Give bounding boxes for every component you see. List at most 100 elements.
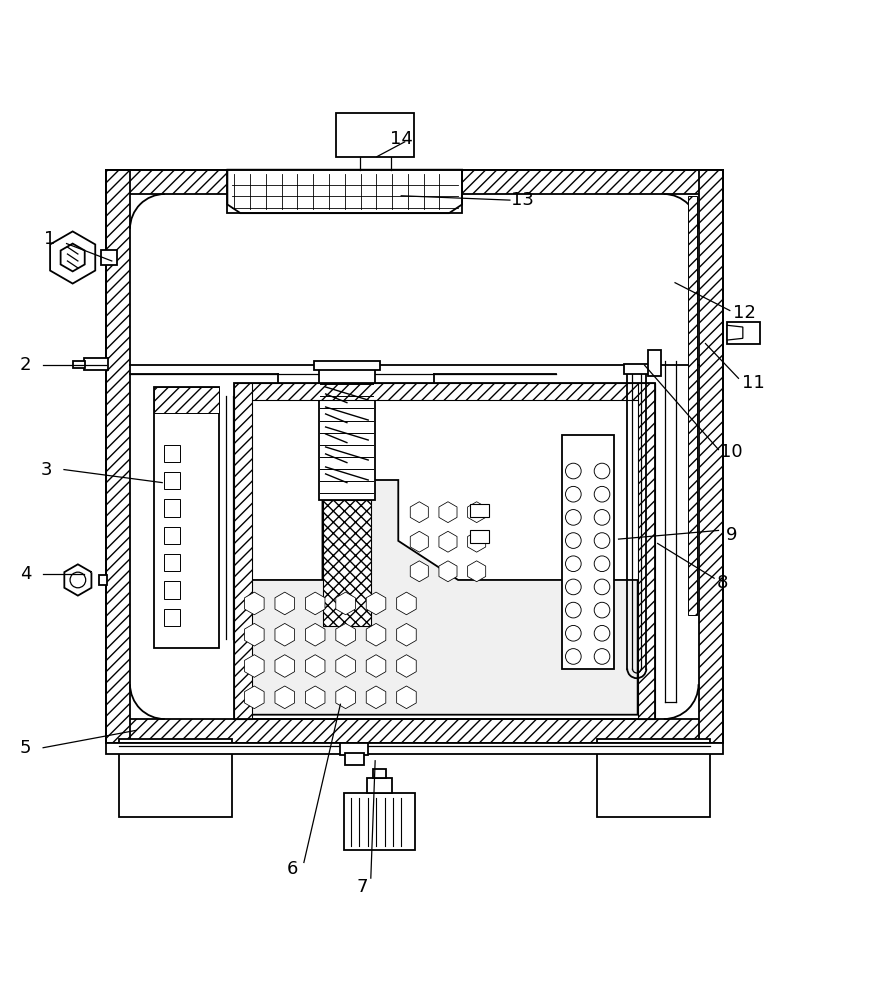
Polygon shape: [336, 623, 356, 646]
Polygon shape: [50, 231, 95, 284]
Text: 1: 1: [44, 230, 55, 248]
Bar: [164, 499, 180, 517]
Polygon shape: [410, 531, 428, 552]
Circle shape: [594, 556, 610, 572]
Bar: [336, 113, 414, 157]
Bar: [623, 364, 650, 374]
Polygon shape: [467, 502, 486, 523]
Polygon shape: [397, 623, 416, 646]
Circle shape: [594, 579, 610, 595]
Text: 13: 13: [512, 191, 535, 209]
Bar: [596, 739, 710, 817]
Bar: [235, 383, 252, 719]
Circle shape: [566, 486, 581, 502]
Polygon shape: [228, 170, 462, 213]
Circle shape: [566, 649, 581, 664]
Bar: [344, 793, 415, 850]
Polygon shape: [366, 655, 385, 677]
Bar: [72, 361, 85, 368]
Polygon shape: [275, 655, 295, 677]
Polygon shape: [366, 686, 385, 709]
Bar: [235, 383, 655, 719]
Polygon shape: [305, 655, 325, 677]
Bar: [688, 196, 697, 615]
Circle shape: [70, 572, 85, 588]
Polygon shape: [61, 244, 85, 271]
Polygon shape: [239, 480, 637, 715]
Polygon shape: [366, 623, 385, 646]
Polygon shape: [275, 686, 295, 709]
Bar: [164, 445, 180, 462]
Polygon shape: [410, 502, 428, 523]
Circle shape: [594, 463, 610, 479]
Polygon shape: [439, 531, 457, 552]
Polygon shape: [305, 623, 325, 646]
Polygon shape: [336, 592, 356, 615]
Polygon shape: [305, 592, 325, 615]
Bar: [106, 170, 130, 743]
Polygon shape: [410, 561, 428, 582]
Bar: [164, 554, 180, 571]
Bar: [344, 753, 364, 765]
Bar: [340, 743, 368, 755]
Polygon shape: [65, 564, 92, 596]
Polygon shape: [397, 592, 416, 615]
Text: 4: 4: [20, 565, 31, 583]
Polygon shape: [244, 623, 264, 646]
Bar: [314, 361, 379, 370]
Bar: [318, 365, 375, 500]
Circle shape: [594, 649, 610, 664]
Circle shape: [594, 486, 610, 502]
Circle shape: [566, 579, 581, 595]
Circle shape: [566, 625, 581, 641]
Bar: [101, 250, 117, 265]
Text: 8: 8: [717, 574, 728, 592]
Bar: [228, 170, 462, 213]
Text: 7: 7: [357, 878, 368, 896]
Circle shape: [594, 602, 610, 618]
Bar: [648, 350, 661, 376]
Bar: [130, 194, 698, 719]
Circle shape: [566, 533, 581, 548]
Bar: [164, 527, 180, 544]
Circle shape: [594, 625, 610, 641]
Bar: [119, 739, 232, 817]
Bar: [323, 500, 371, 626]
Text: 10: 10: [720, 443, 743, 461]
Text: 14: 14: [390, 130, 412, 148]
Text: 12: 12: [733, 304, 756, 322]
Bar: [562, 435, 614, 669]
Bar: [698, 170, 723, 743]
Bar: [99, 575, 107, 585]
Bar: [106, 170, 723, 194]
Bar: [470, 530, 489, 543]
Polygon shape: [397, 655, 416, 677]
Bar: [164, 609, 180, 626]
Circle shape: [566, 463, 581, 479]
Polygon shape: [244, 655, 264, 677]
Polygon shape: [275, 592, 295, 615]
Bar: [153, 387, 219, 648]
Bar: [470, 504, 489, 517]
Bar: [164, 472, 180, 489]
Polygon shape: [244, 686, 264, 709]
Polygon shape: [275, 623, 295, 646]
Text: 2: 2: [20, 356, 31, 374]
Polygon shape: [244, 592, 264, 615]
Polygon shape: [727, 325, 743, 340]
Circle shape: [594, 510, 610, 525]
Bar: [637, 383, 655, 719]
Bar: [84, 358, 108, 370]
Bar: [106, 743, 723, 754]
Text: 9: 9: [726, 526, 738, 544]
Text: 11: 11: [742, 374, 765, 392]
Polygon shape: [336, 686, 356, 709]
Polygon shape: [336, 655, 356, 677]
Circle shape: [566, 510, 581, 525]
Bar: [372, 769, 386, 778]
Bar: [164, 581, 180, 599]
Circle shape: [566, 602, 581, 618]
Polygon shape: [366, 592, 385, 615]
Bar: [235, 383, 655, 400]
Polygon shape: [397, 686, 416, 709]
